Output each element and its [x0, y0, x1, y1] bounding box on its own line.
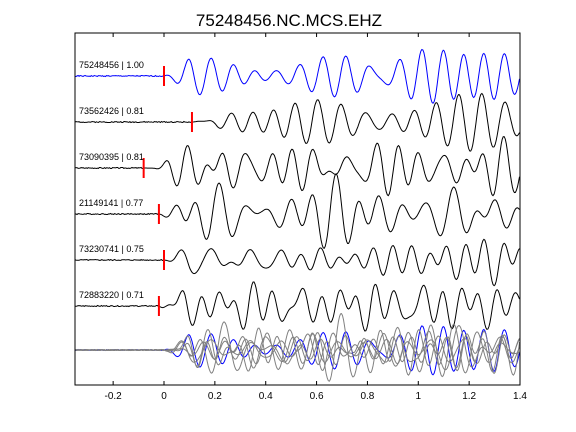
trace-label: 73230741 | 0.75 [79, 244, 144, 254]
x-tick-label: 0.8 [360, 391, 374, 402]
trace-waveform [74, 281, 520, 332]
trace-row: 73230741 | 0.75 [74, 238, 520, 287]
x-tick-label: 0.2 [208, 391, 222, 402]
x-tick-label: 0 [161, 391, 167, 402]
trace-waveform [74, 238, 520, 287]
axes-frame [74, 32, 521, 386]
trace-waveform [74, 173, 520, 249]
x-tick-label: 1.2 [462, 391, 476, 402]
trace-label: 21149141 | 0.77 [79, 198, 143, 208]
trace-row: 73562426 | 0.81 [74, 92, 520, 152]
trace-label: 75248456 | 1.00 [79, 60, 144, 70]
trace-row: 75248456 | 1.00 [75, 48, 520, 105]
x-tick-label: -0.2 [105, 391, 123, 402]
x-tick-label: 1 [416, 391, 422, 402]
trace-label: 73562426 | 0.81 [79, 106, 144, 116]
trace-waveform [74, 92, 520, 152]
trace-waveform [74, 136, 520, 197]
trace-row: 21149141 | 0.77 [74, 173, 520, 249]
x-axis: -0.2 0 0.2 0.4 0.6 0.8 1 1.2 1.4 [105, 33, 527, 402]
stack-trace [74, 327, 520, 374]
stack-panel [74, 313, 520, 382]
x-tick-label: 0.4 [259, 391, 273, 402]
trace-label: 72883220 | 0.71 [79, 290, 144, 300]
traces-layer: 75248456 | 1.00 73562426 | 0.81 73090395 |… [74, 48, 520, 332]
trace-row: 73090395 | 0.81 [74, 136, 520, 197]
chart-title: 75248456.NC.MCS.EHZ [196, 11, 382, 30]
trace-label: 73090395 | 0.81 [79, 152, 144, 162]
trace-waveform [75, 48, 520, 105]
x-tick-label: 0.6 [310, 391, 324, 402]
trace-row: 72883220 | 0.71 [74, 281, 520, 332]
x-tick-label: 1.4 [513, 391, 527, 402]
